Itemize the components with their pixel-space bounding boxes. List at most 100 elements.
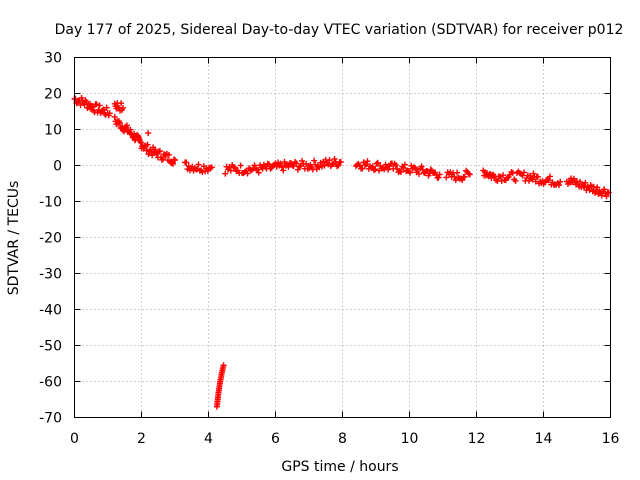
- data-point: [220, 362, 227, 369]
- data-point: [244, 170, 251, 177]
- data-point: [461, 173, 468, 180]
- data-point: [89, 104, 96, 111]
- data-point: [546, 173, 553, 180]
- data-point: [363, 161, 370, 168]
- data-point: [364, 158, 371, 165]
- data-point: [278, 164, 285, 171]
- data-points: [71, 94, 612, 410]
- x-tick-label: 16: [602, 431, 620, 447]
- data-point: [120, 104, 127, 111]
- data-point: [159, 156, 166, 163]
- x-tick-label: 8: [338, 431, 347, 447]
- data-point: [601, 186, 608, 193]
- data-point: [488, 174, 495, 181]
- data-point: [373, 160, 380, 167]
- data-point: [530, 170, 537, 177]
- data-point: [255, 169, 262, 176]
- data-point: [78, 94, 85, 101]
- data-point: [183, 159, 190, 166]
- y-tick-label: -40: [39, 303, 62, 319]
- data-point: [145, 130, 152, 137]
- data-point: [277, 160, 284, 167]
- y-tick-label: -70: [39, 411, 62, 427]
- y-tick-label: 10: [44, 123, 62, 139]
- data-point: [222, 170, 229, 177]
- data-point: [156, 147, 163, 154]
- x-tick-label: 6: [271, 431, 280, 447]
- data-point: [392, 162, 399, 169]
- data-point: [334, 163, 341, 170]
- data-point: [331, 155, 338, 162]
- data-point: [465, 170, 472, 177]
- data-point: [100, 106, 107, 113]
- data-point: [418, 163, 425, 170]
- data-point: [311, 157, 318, 164]
- data-point: [427, 166, 434, 173]
- plot-frame: [74, 57, 611, 418]
- data-point: [227, 167, 234, 174]
- data-point: [436, 171, 443, 178]
- data-point: [410, 164, 417, 171]
- data-point: [172, 157, 178, 164]
- data-point: [603, 193, 610, 200]
- data-point: [237, 162, 244, 169]
- x-axis-label: GPS time / hours: [281, 459, 398, 475]
- y-tick-label: -10: [39, 195, 62, 211]
- data-point: [396, 168, 403, 175]
- x-tick-label: 4: [204, 431, 213, 447]
- data-point: [586, 187, 593, 194]
- data-point: [466, 171, 473, 178]
- data-point: [401, 161, 408, 168]
- data-point: [116, 119, 123, 126]
- data-point: [303, 160, 310, 167]
- data-point: [321, 162, 328, 169]
- data-point: [528, 175, 535, 182]
- data-point: [416, 170, 423, 177]
- y-tick-label: -30: [39, 267, 62, 283]
- data-point: [106, 110, 113, 117]
- data-point: [169, 160, 176, 167]
- data-point: [498, 177, 505, 184]
- data-point: [591, 189, 598, 196]
- y-tick-label: 0: [53, 159, 62, 175]
- data-point: [459, 177, 466, 184]
- data-point: [251, 162, 258, 169]
- data-point: [127, 126, 134, 133]
- x-tick-label: 2: [137, 431, 146, 447]
- data-point: [359, 165, 366, 172]
- y-tick-label: -50: [39, 339, 62, 355]
- x-tick-label: 10: [401, 431, 419, 447]
- data-point: [337, 158, 344, 165]
- data-point: [374, 159, 381, 166]
- data-point: [103, 104, 110, 111]
- data-point: [280, 167, 287, 174]
- data-point: [96, 102, 103, 109]
- data-point: [111, 113, 118, 120]
- y-axis-label: SDTVAR / TECUs: [6, 181, 22, 296]
- y-tick-label: 20: [44, 87, 62, 103]
- y-tick-label: -20: [39, 231, 62, 247]
- data-point: [151, 146, 158, 153]
- data-point: [419, 166, 426, 173]
- data-point: [407, 169, 414, 176]
- data-point: [451, 173, 458, 180]
- data-point: [598, 192, 605, 199]
- x-tick-label: 14: [535, 431, 553, 447]
- data-point: [299, 157, 306, 164]
- data-point: [454, 169, 461, 176]
- data-point: [379, 165, 386, 172]
- data-point: [88, 102, 95, 109]
- tick-group: 0 2 4 6 8 10 12 14 16 30 20 10 0 -10 -20 -30 -40 -50 -60 -7…: [39, 51, 619, 448]
- data-point: [293, 160, 300, 167]
- data-point: [118, 100, 125, 107]
- data-point: [587, 182, 594, 189]
- data-point: [137, 139, 144, 146]
- data-point: [266, 161, 273, 168]
- data-point: [123, 122, 130, 129]
- data-point: [93, 101, 100, 108]
- data-point: [195, 161, 202, 168]
- data-point: [519, 172, 526, 179]
- y-tick-label: 30: [44, 51, 62, 67]
- data-point: [594, 184, 601, 191]
- grid: [74, 57, 611, 418]
